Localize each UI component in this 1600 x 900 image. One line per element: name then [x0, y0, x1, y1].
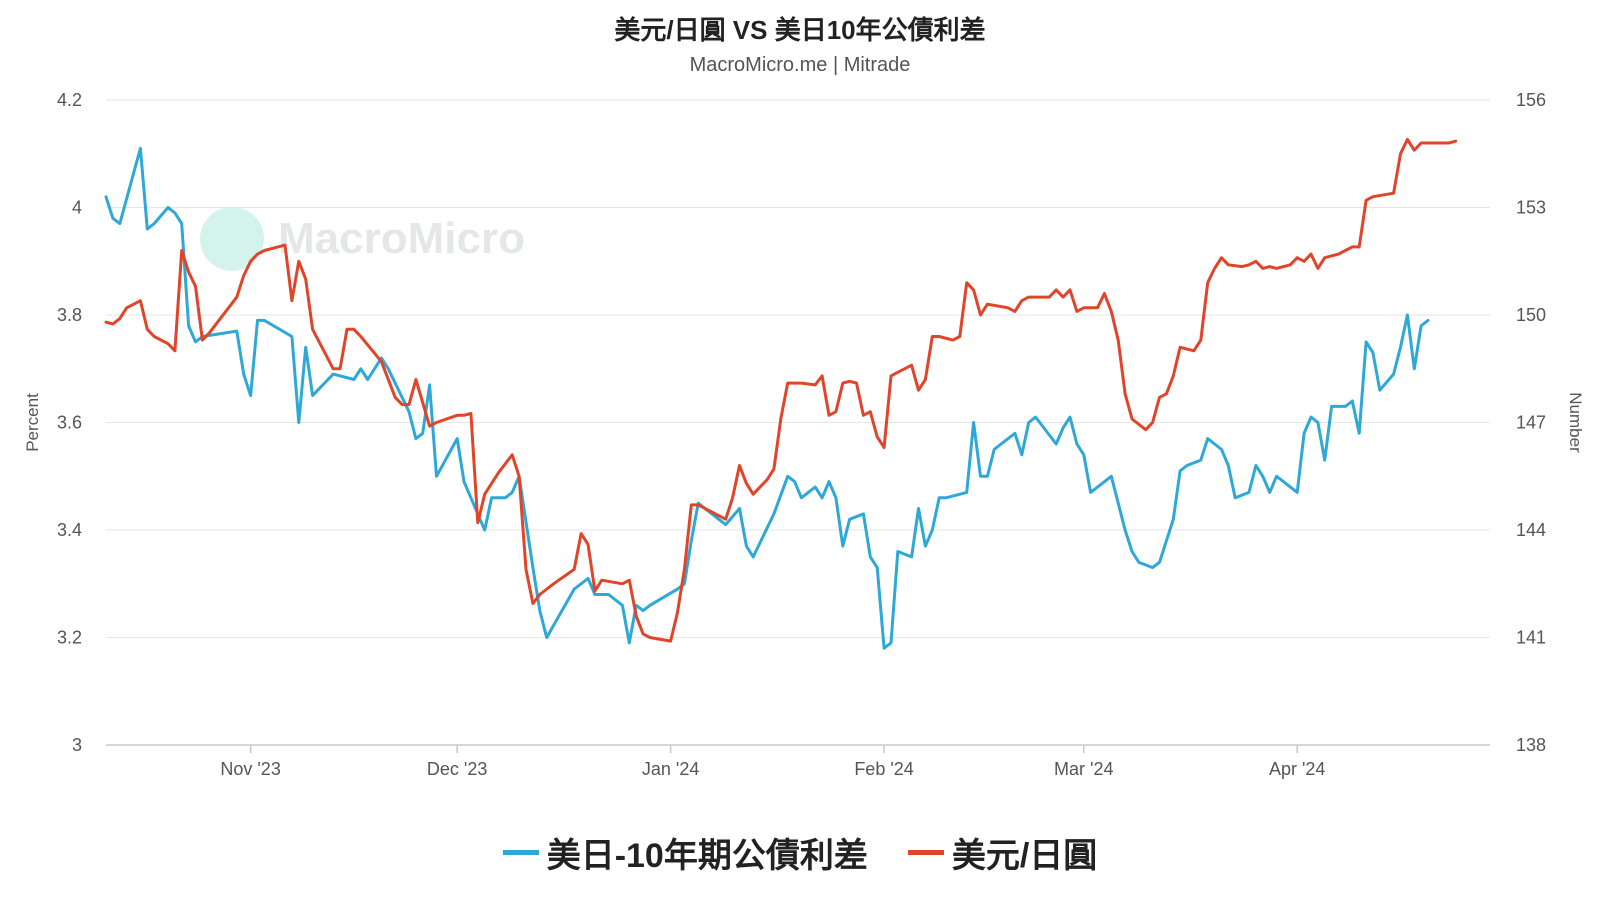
y-right-tick-label: 150	[1516, 305, 1546, 325]
y-left-tick-label: 4.2	[57, 90, 82, 110]
series-line-usdjpy	[104, 137, 1458, 643]
y-right-tick-label: 144	[1516, 520, 1546, 540]
chart-title: 美元/日圓 VS 美日10年公債利差	[614, 15, 986, 45]
y-right-axis-title: Number	[1566, 392, 1585, 453]
legend-swatch-spread	[502, 850, 539, 855]
line-chart: 3 138 3.2 141 3.4 144 3.6 147 3.8 150 4 153 4.2 156 No…	[23, 90, 1585, 779]
y-left-tick-label: 3.8	[57, 305, 82, 325]
x-tick-label: Apr '24	[1269, 759, 1325, 779]
x-tick-label: Dec '23	[427, 759, 487, 779]
y-right-tick-label: 156	[1516, 90, 1546, 110]
x-tick-label: Nov '23	[220, 759, 280, 779]
legend-item-usdjpy[interactable]: 美元/日圓	[907, 828, 1098, 877]
watermark-text: MacroMicro	[278, 214, 525, 263]
y-left-tick-label: 3.6	[57, 413, 82, 433]
y-right-tick-label: 141	[1516, 628, 1546, 648]
legend-label-usdjpy: 美元/日圓	[951, 837, 1098, 875]
x-tick-label: Feb '24	[854, 759, 913, 779]
y-right-tick-label: 147	[1516, 413, 1546, 433]
y-left-tick-label: 4	[72, 198, 82, 218]
x-tick-label: Mar '24	[1054, 759, 1113, 779]
y-left-tick-label: 3.2	[57, 628, 82, 648]
y-right-tick-label: 138	[1516, 735, 1546, 755]
legend-label-spread: 美日-10年期公債利差	[546, 837, 868, 875]
y-left-tick-label: 3	[72, 735, 82, 755]
y-left-axis-title: Percent	[23, 393, 42, 452]
y-right-tick-label: 153	[1516, 198, 1546, 218]
y-left-tick-label: 3.4	[57, 520, 82, 540]
legend: 美日-10年期公債利差 美元/日圓	[0, 828, 1600, 877]
chart-subtitle: MacroMicro.me | Mitrade	[689, 54, 911, 76]
watermark: MacroMicro	[200, 207, 525, 271]
x-tick-label: Jan '24	[642, 759, 699, 779]
legend-swatch-usdjpy	[907, 850, 944, 855]
series-line-spread	[104, 146, 1430, 650]
legend-item-spread[interactable]: 美日-10年期公債利差	[502, 828, 868, 877]
